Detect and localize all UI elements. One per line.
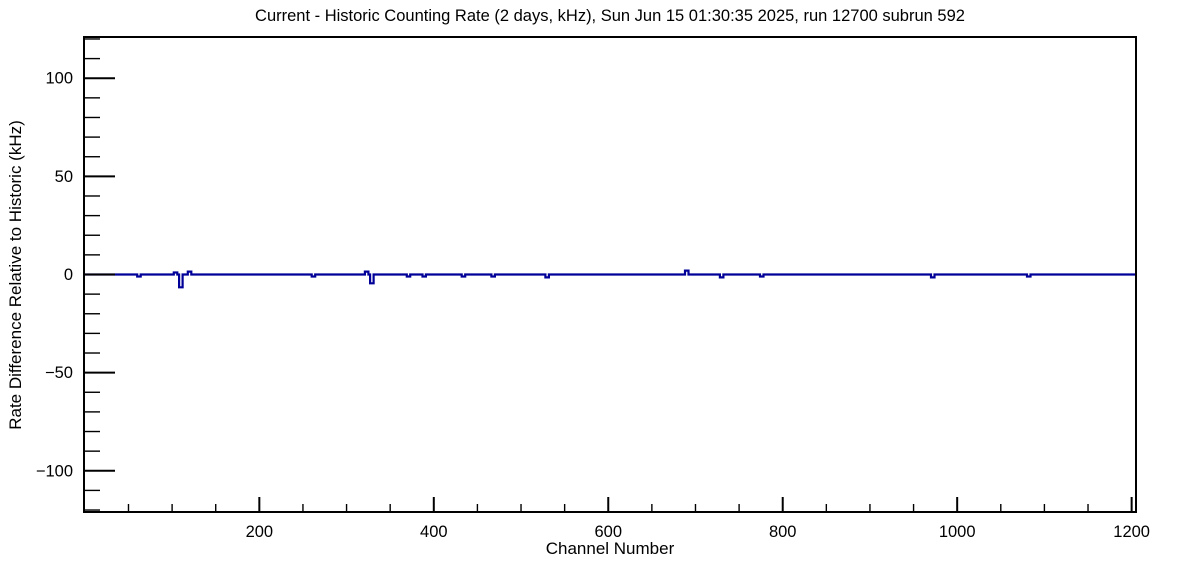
y-tick-label: 100	[45, 70, 73, 88]
y-tick-label: −50	[45, 364, 73, 382]
y-tick-label: 0	[64, 266, 73, 284]
x-tick-label: 1000	[939, 523, 976, 541]
x-tick-label: 600	[594, 523, 622, 541]
y-tick-label: 50	[55, 168, 73, 186]
x-tick-label: 1200	[1113, 523, 1150, 541]
plot-frame	[83, 36, 1137, 513]
x-tick-label: 400	[420, 523, 448, 541]
x-axis-title: Channel Number	[545, 539, 675, 558]
y-tick-label: −100	[36, 462, 73, 480]
chart-title: Current - Historic Counting Rate (2 days…	[255, 7, 965, 25]
x-tick-label: 200	[246, 523, 274, 541]
data-series-line	[84, 269, 1136, 289]
x-tick-label: 800	[769, 523, 797, 541]
